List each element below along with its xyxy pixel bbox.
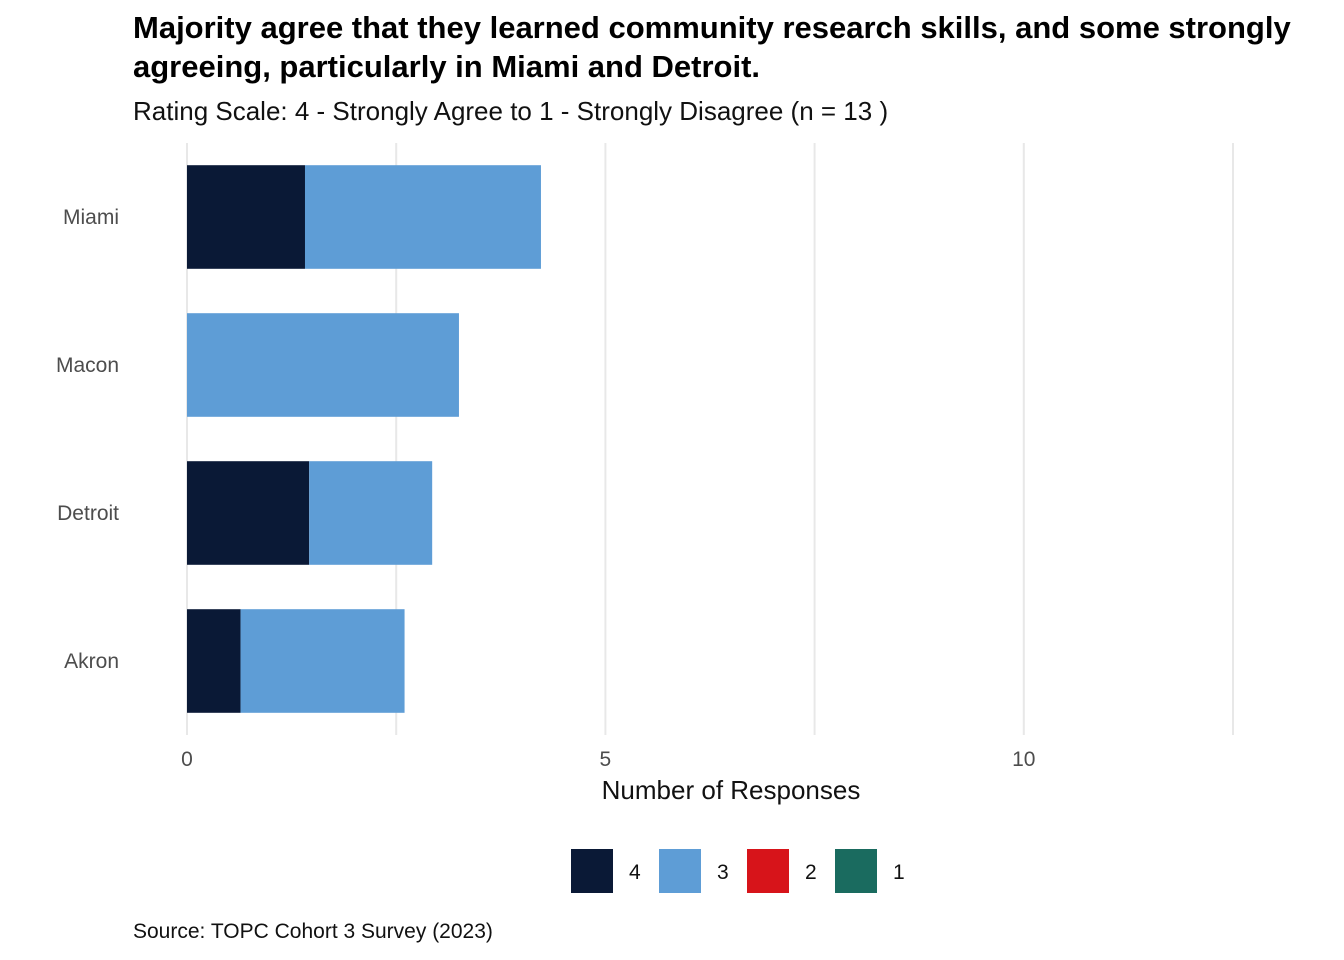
- bar-akron-rating-4: [187, 609, 241, 713]
- legend-key-1: [835, 849, 877, 893]
- bars: [187, 165, 541, 713]
- y-tick-label: Miami: [63, 206, 119, 229]
- legend-label-2: 2: [805, 861, 817, 884]
- x-axis-ticks: 0 5 10: [181, 748, 1035, 771]
- bar-miami-rating-3: [304, 165, 541, 269]
- x-tick-label: 5: [600, 748, 612, 771]
- legend: 4 3 2 1: [571, 849, 905, 893]
- legend-key-3: [659, 849, 701, 893]
- chart-caption: Source: TOPC Cohort 3 Survey (2023): [133, 920, 493, 943]
- legend-label-1: 1: [893, 861, 905, 884]
- y-tick-label: Akron: [64, 650, 119, 673]
- y-tick-label: Detroit: [57, 502, 119, 525]
- legend-label-4: 4: [629, 861, 641, 884]
- x-axis-title: Number of Responses: [602, 775, 861, 805]
- bar-detroit-rating-3: [309, 461, 433, 565]
- legend-label-3: 3: [717, 861, 729, 884]
- x-tick-label: 10: [1012, 748, 1035, 771]
- bar-macon-rating-3: [187, 313, 459, 417]
- bar-detroit-rating-4: [187, 461, 310, 565]
- y-axis-labels: Miami Macon Detroit Akron: [56, 206, 119, 673]
- x-tick-label: 0: [181, 748, 193, 771]
- legend-key-4: [571, 849, 613, 893]
- bar-miami-rating-4: [187, 165, 305, 269]
- legend-key-2: [747, 849, 789, 893]
- chart-subtitle: Rating Scale: 4 - Strongly Agree to 1 - …: [133, 96, 889, 126]
- chart-title: Majority agree that they learned communi…: [133, 10, 1291, 84]
- bar-akron-rating-3: [240, 609, 405, 713]
- y-tick-label: Macon: [56, 354, 119, 377]
